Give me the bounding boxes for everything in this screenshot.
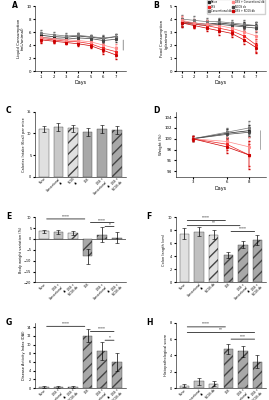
Y-axis label: Liquid Consumption
(mL/animal): Liquid Consumption (mL/animal) bbox=[16, 19, 25, 58]
Text: F: F bbox=[147, 212, 152, 221]
Bar bbox=[97, 234, 107, 239]
Bar bbox=[83, 239, 92, 256]
Bar bbox=[194, 382, 204, 388]
Y-axis label: Calories Intake (Kcal) per mice: Calories Intake (Kcal) per mice bbox=[22, 117, 26, 172]
X-axis label: Days: Days bbox=[215, 80, 227, 85]
Text: ****: **** bbox=[202, 322, 210, 326]
Text: ****: **** bbox=[98, 218, 106, 222]
Bar bbox=[83, 336, 92, 388]
Text: *: * bbox=[108, 336, 111, 340]
Text: ****: **** bbox=[98, 327, 106, 331]
Bar bbox=[68, 128, 78, 177]
Bar bbox=[253, 362, 262, 388]
Bar bbox=[97, 351, 107, 388]
Text: **: ** bbox=[212, 221, 216, 225]
Bar bbox=[112, 130, 122, 177]
Legend: Naive, DSS, Conventional db, DSS + Conventional db, NCGS db, DSS + NCGS db: Naive, DSS, Conventional db, DSS + Conve… bbox=[207, 0, 265, 14]
Text: ****: **** bbox=[239, 226, 247, 230]
Y-axis label: Weight (%): Weight (%) bbox=[159, 133, 163, 155]
Bar bbox=[39, 231, 49, 239]
Text: H: H bbox=[147, 318, 153, 326]
Y-axis label: Histopathological score: Histopathological score bbox=[164, 334, 168, 376]
Text: C: C bbox=[6, 106, 12, 115]
X-axis label: Days: Days bbox=[215, 186, 227, 191]
Bar bbox=[209, 235, 218, 282]
Text: E: E bbox=[6, 212, 11, 221]
Bar bbox=[209, 384, 218, 388]
Text: ***: *** bbox=[240, 334, 246, 338]
Bar bbox=[224, 255, 233, 282]
Y-axis label: Disease Activity Index (DAI): Disease Activity Index (DAI) bbox=[22, 331, 26, 380]
Text: A: A bbox=[12, 1, 18, 10]
Text: *: * bbox=[108, 222, 111, 226]
Bar bbox=[54, 232, 63, 239]
Bar bbox=[194, 232, 204, 282]
Bar bbox=[97, 129, 107, 177]
Text: D: D bbox=[153, 106, 159, 115]
Bar bbox=[180, 234, 189, 282]
Bar bbox=[39, 129, 49, 177]
Bar bbox=[39, 387, 49, 388]
Bar bbox=[112, 238, 122, 239]
Text: ****: **** bbox=[62, 322, 70, 326]
Bar bbox=[83, 132, 92, 177]
Text: ****: **** bbox=[62, 215, 70, 219]
X-axis label: Days: Days bbox=[74, 80, 86, 85]
Bar bbox=[112, 362, 122, 388]
Text: ****: **** bbox=[202, 216, 210, 220]
Text: **: ** bbox=[219, 327, 223, 331]
Bar bbox=[68, 233, 78, 239]
Y-axis label: Colon length (cm): Colon length (cm) bbox=[162, 234, 166, 266]
Bar bbox=[253, 240, 262, 282]
Text: B: B bbox=[153, 1, 159, 10]
Bar bbox=[68, 387, 78, 388]
Text: G: G bbox=[6, 318, 12, 326]
Bar bbox=[54, 127, 63, 177]
Bar bbox=[238, 244, 247, 282]
Y-axis label: Food Consumption
(g/animal): Food Consumption (g/animal) bbox=[160, 20, 168, 57]
Bar bbox=[180, 386, 189, 388]
Bar bbox=[54, 387, 63, 388]
Bar bbox=[224, 349, 233, 388]
Y-axis label: Body weight variation (%): Body weight variation (%) bbox=[19, 227, 23, 273]
Bar bbox=[238, 351, 247, 388]
